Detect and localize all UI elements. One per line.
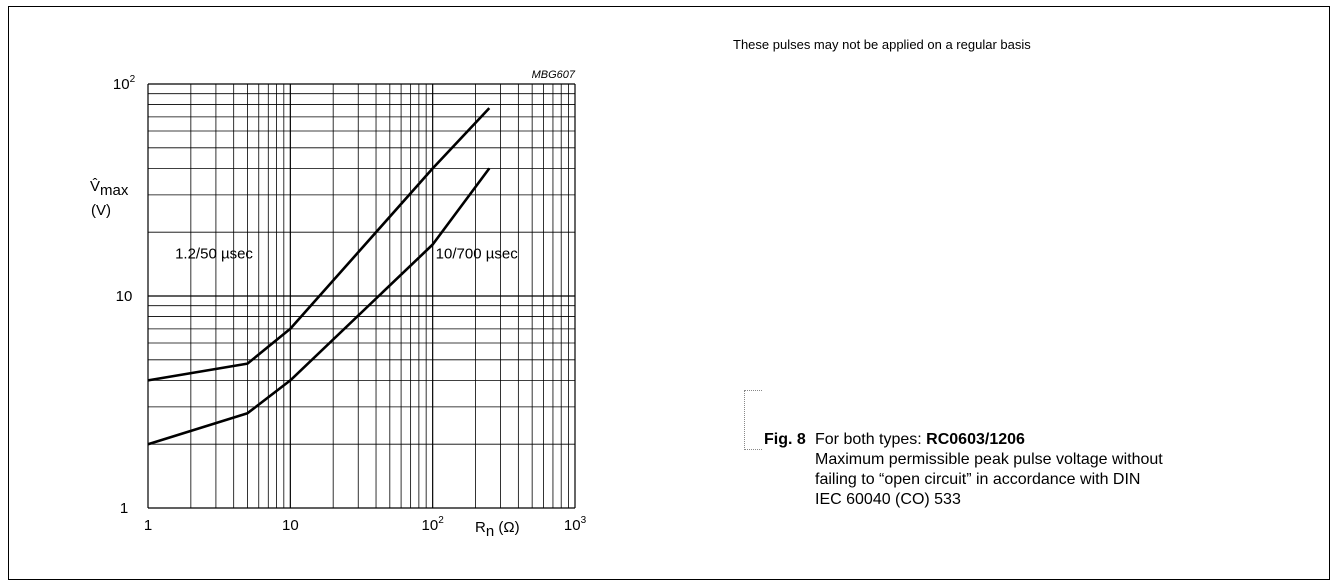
figure-number: Fig. 8	[764, 431, 806, 448]
y-tick-label: 1	[120, 500, 128, 517]
caption-line-3: failing to “open circuit” in accordance …	[815, 471, 1141, 488]
chart-code: MBG607	[532, 69, 576, 81]
series-label-2: 10/700 µsec	[436, 246, 519, 263]
x-tick-label: 10	[282, 517, 299, 534]
figure-frame	[8, 6, 1330, 580]
x-axis-label: Rn (Ω)	[475, 519, 520, 540]
chart-grid	[147, 83, 576, 509]
y-axis-unit: (V)	[91, 202, 111, 219]
x-tick-label: 1	[144, 517, 152, 534]
caption-line-2: Maximum permissible peak pulse voltage w…	[815, 451, 1163, 468]
series-label-1: 1.2/50 µsec	[175, 246, 253, 263]
caption-line-1: For both types: RC0603/1206	[815, 430, 1305, 450]
caption-intro: For both types:	[815, 431, 927, 448]
caption-body: For both types: RC0603/1206 Maximum perm…	[815, 430, 1305, 510]
y-axis-label: V̂max	[90, 178, 129, 199]
y-tick-label: 102	[113, 74, 136, 93]
chart-series	[147, 107, 491, 446]
usage-note: These pulses may not be applied on a reg…	[733, 37, 1031, 52]
caption-line-4: IEC 60040 (CO) 533	[815, 491, 961, 508]
x-tick-label: 102	[422, 515, 445, 534]
caption-types: RC0603/1206	[926, 431, 1025, 448]
chart-ticks: 1 10 102 103 1 10 102	[113, 74, 587, 534]
x-tick-label: 103	[564, 515, 587, 534]
caption-bracket	[744, 390, 762, 450]
series-line-2	[147, 167, 491, 446]
y-tick-label: 10	[116, 288, 133, 305]
series-line-1	[147, 107, 491, 382]
chart-labels: 1.2/50 µsec 10/700 µsec MBG607 V̂max (V) Rn (…	[90, 69, 576, 540]
